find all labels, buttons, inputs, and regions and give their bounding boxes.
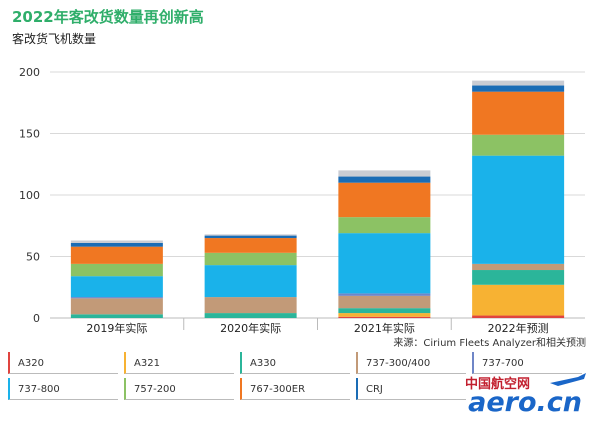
bar-segment: [338, 293, 431, 296]
bar-segment: [204, 252, 297, 266]
bar-segment: [338, 233, 431, 294]
bar-segment: [338, 182, 431, 218]
bar-segment: [204, 313, 297, 318]
legend-item: 737-300/400: [356, 352, 466, 374]
x-tick-label: 2022年预测: [488, 321, 549, 335]
bar-segment: [70, 242, 163, 247]
legend-item: CRJ: [356, 378, 466, 400]
bar-segment: [204, 234, 297, 236]
bar-segment: [472, 91, 565, 135]
y-tick-label: 0: [33, 312, 40, 325]
bar-segment: [338, 316, 431, 318]
y-tick-label: 150: [19, 128, 40, 141]
y-tick-labels: 0 50 100 150 200: [19, 66, 40, 325]
bar-segment: [338, 217, 431, 234]
legend-item: 737-800: [8, 378, 118, 400]
bar-segment: [338, 313, 431, 317]
bar-segment: [472, 284, 565, 316]
bar-segment: [70, 297, 163, 299]
y-tick-label: 200: [19, 66, 40, 79]
bar-segment: [472, 315, 565, 318]
legend-label: 757-200: [134, 384, 176, 395]
bar-segment: [338, 176, 431, 183]
bar-segment: [70, 314, 163, 318]
bar-segment: [204, 265, 297, 298]
bar-segment: [70, 276, 163, 298]
bar-segment: [70, 246, 163, 264]
bar-segment: [472, 263, 565, 271]
aero-cn-watermark: 中国航空网 aero.cn: [438, 373, 588, 419]
legend-item: 757-200: [124, 378, 234, 400]
legend-label: A320: [18, 358, 44, 369]
source-note: 来源：Cirium Fleets Analyzer和相关预测: [393, 338, 586, 349]
legend-label: 737-700: [482, 358, 524, 369]
legend-item: 767-300ER: [240, 378, 350, 400]
bar-segment: [70, 298, 163, 315]
bar-segment: [338, 295, 431, 309]
watermark-cn-text: 中国航空网: [464, 377, 530, 392]
chart-title: 2022年客改货数量再创新高: [12, 8, 204, 26]
legend-label: A321: [134, 358, 160, 369]
x-tick-labels: 2019年实际 2020年实际 2021年实际 2022年预测: [86, 321, 548, 335]
bar-segment: [472, 270, 565, 285]
plane-icon: [550, 373, 586, 386]
legend-label: A330: [250, 358, 276, 369]
y-tick-label: 100: [19, 189, 40, 202]
x-tick-label: 2021年实际: [354, 321, 415, 335]
legend-item: A330: [240, 352, 350, 374]
x-tick-label: 2020年实际: [220, 321, 281, 335]
chart-subtitle: 客改货飞机数量: [12, 32, 97, 46]
legend-label: 737-800: [18, 384, 60, 395]
bar-segment: [204, 238, 297, 253]
y-tick-label: 50: [26, 251, 40, 264]
bar-segment: [472, 155, 565, 264]
legend-label: 737-300/400: [366, 358, 431, 369]
legend-label: CRJ: [366, 384, 383, 395]
bars: [70, 80, 565, 318]
bar-segment: [472, 134, 565, 156]
bar-segment: [338, 170, 431, 177]
bar-segment: [70, 240, 163, 243]
legend-label: 767-300ER: [250, 384, 306, 395]
watermark-en-text: aero.cn: [468, 387, 582, 418]
bar-segment: [204, 297, 297, 314]
bar-segment: [472, 85, 565, 92]
bar-segment: [338, 308, 431, 314]
stacked-bar-chart: 0 50 100 150 200 2019年实际 2020年实际 2021年实际 2022年预…: [19, 66, 585, 335]
x-tick-label: 2019年实际: [86, 321, 147, 335]
bar-segment: [70, 263, 163, 277]
legend: A320 A321 A330 737-300/400 737-700 737-800 757…: [8, 352, 592, 422]
legend-item: A320: [8, 352, 118, 374]
legend-item: A321: [124, 352, 234, 374]
bar-segment: [204, 235, 297, 239]
legend-item: 737-700: [472, 352, 582, 374]
bar-segment: [472, 80, 565, 86]
